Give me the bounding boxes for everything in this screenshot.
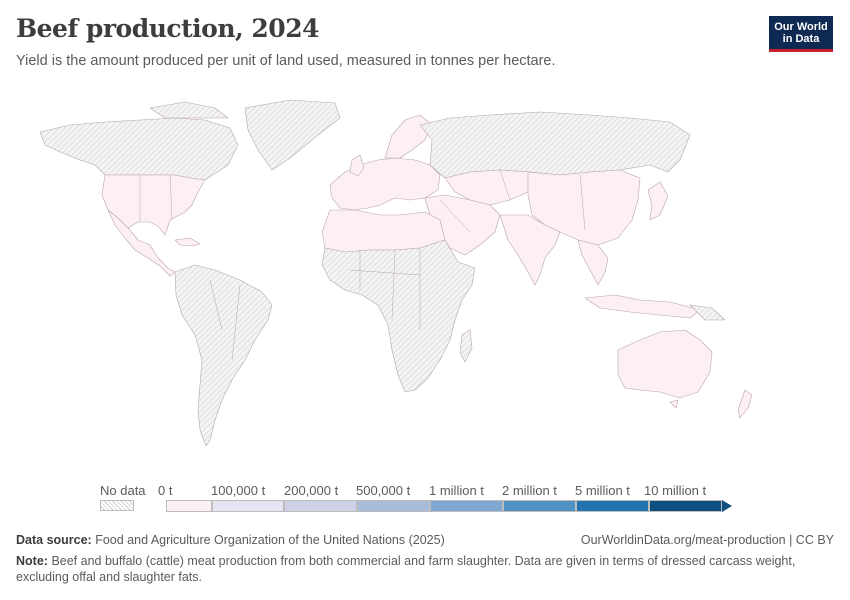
- note-text: Beef and buffalo (cattle) meat productio…: [16, 554, 796, 584]
- logo-line-2: in Data: [782, 33, 820, 45]
- legend-bin-7[interactable]: [649, 500, 722, 512]
- region-southeast-asia[interactable]: [577, 239, 609, 286]
- legend-label-0: 0 t: [158, 483, 173, 498]
- region-new-zealand[interactable]: [737, 389, 753, 419]
- border-lines-americas: [139, 174, 241, 361]
- footer-note: Note: Beef and buffalo (cattle) meat pro…: [16, 553, 826, 585]
- note-label: Note:: [16, 554, 48, 568]
- footer-source: Data source: Food and Agriculture Organi…: [16, 533, 445, 547]
- region-south-asia[interactable]: [499, 214, 561, 286]
- legend-label-4: 1 million t: [429, 483, 484, 498]
- region-canada[interactable]: [39, 117, 239, 181]
- legend-label-7: 10 million t: [644, 483, 707, 498]
- legend-bin-2[interactable]: [284, 500, 357, 512]
- legend: No data 0 t 100,000 t 200,000 t 500,000 …: [0, 480, 850, 520]
- world-map: [39, 99, 753, 447]
- chart-subtitle: Yield is the amount produced per unit of…: [16, 53, 556, 69]
- region-greenland[interactable]: [244, 99, 341, 171]
- region-caribbean[interactable]: [174, 237, 201, 247]
- legend-bin-4[interactable]: [430, 500, 503, 512]
- region-papua[interactable]: [689, 304, 726, 321]
- legend-bin-3[interactable]: [357, 500, 430, 512]
- border-lines-africa: [349, 248, 421, 330]
- region-arctic-islands[interactable]: [149, 101, 229, 119]
- legend-bin-6[interactable]: [576, 500, 649, 512]
- region-australia[interactable]: [617, 329, 713, 399]
- region-europe[interactable]: [329, 157, 441, 211]
- owid-logo[interactable]: Our World in Data: [769, 16, 833, 52]
- legend-bin-5[interactable]: [503, 500, 576, 512]
- region-china[interactable]: [527, 169, 641, 246]
- source-label: Data source:: [16, 533, 92, 547]
- border-lines-asia: [439, 169, 586, 233]
- legend-no-data-swatch[interactable]: [100, 500, 134, 511]
- region-japan[interactable]: [647, 181, 669, 221]
- legend-no-data-label: No data: [100, 483, 146, 498]
- region-scandinavia[interactable]: [384, 114, 433, 159]
- region-russia[interactable]: [419, 111, 691, 179]
- region-indonesia[interactable]: [584, 294, 701, 319]
- source-text: Food and Agriculture Organization of the…: [95, 533, 445, 547]
- chart-title: Beef production, 2024: [16, 14, 320, 43]
- region-south-america[interactable]: [174, 264, 273, 447]
- footer-url[interactable]: OurWorldinData.org/meat-production | CC …: [580, 533, 834, 547]
- region-africa[interactable]: [321, 239, 476, 393]
- legend-bin-0[interactable]: [166, 500, 212, 512]
- legend-label-6: 5 million t: [575, 483, 630, 498]
- legend-label-5: 2 million t: [502, 483, 557, 498]
- region-madagascar[interactable]: [459, 329, 473, 363]
- legend-bin-1[interactable]: [212, 500, 284, 512]
- legend-arrow: [722, 500, 732, 512]
- legend-label-1: 100,000 t: [211, 483, 266, 498]
- legend-label-2: 200,000 t: [284, 483, 339, 498]
- logo-line-1: Our World: [774, 21, 828, 33]
- region-tasmania[interactable]: [669, 399, 679, 409]
- legend-label-3: 500,000 t: [356, 483, 411, 498]
- region-uk[interactable]: [349, 154, 365, 177]
